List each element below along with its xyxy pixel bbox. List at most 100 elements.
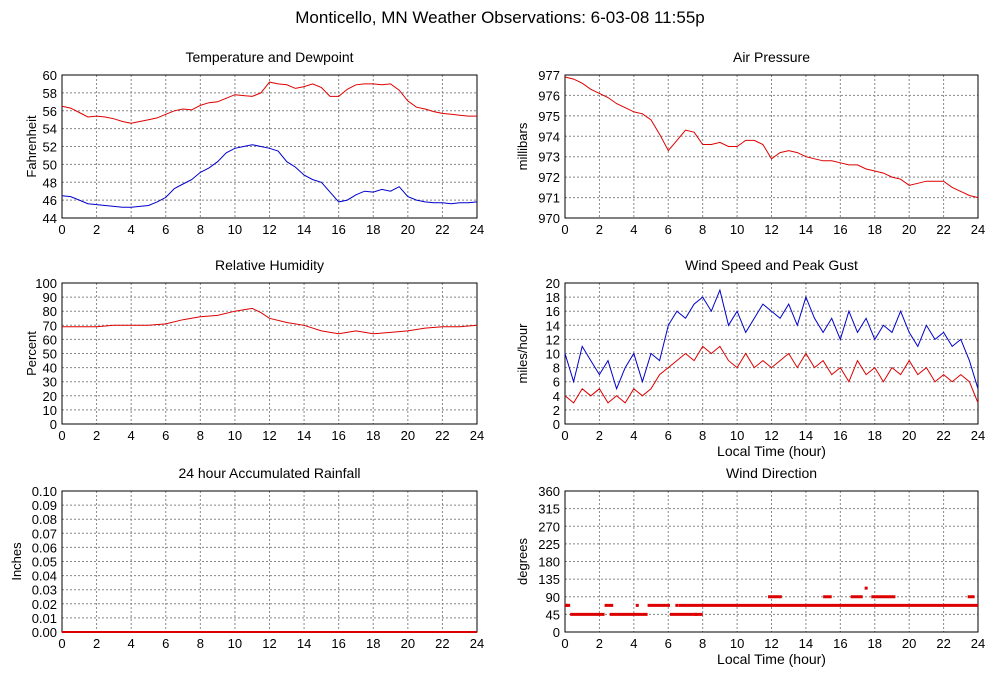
x-tick-label: 14 (799, 222, 813, 237)
x-tick-label: 6 (162, 636, 169, 651)
y-tick-label: 12 (546, 332, 560, 347)
x-tick-label: 24 (971, 636, 985, 651)
y-tick-label: 315 (538, 502, 560, 517)
plot-frame (61, 74, 478, 219)
x-tick-label: 22 (936, 636, 950, 651)
x-tick-label: 4 (630, 636, 637, 651)
direction-point (635, 603, 639, 607)
x-tick-label: 16 (833, 428, 847, 443)
grid-lines (61, 282, 478, 425)
x-tick-label: 20 (902, 222, 916, 237)
y-tick-label: 974 (538, 129, 560, 144)
grid-lines (61, 74, 478, 219)
x-tick-label: 16 (833, 636, 847, 651)
x-tick-label: 24 (971, 222, 985, 237)
y-tick-label: 52 (43, 140, 57, 155)
plot-frame (564, 490, 979, 633)
x-tick-label: 24 (470, 222, 484, 237)
y-tick-label: 0.01 (32, 611, 57, 626)
x-tick-label: 20 (902, 636, 916, 651)
x-axis-label: Local Time (hour) (717, 443, 826, 459)
y-tick-label: 2 (553, 403, 560, 418)
y-tick-label: 48 (43, 175, 57, 190)
y-tick-label: 972 (538, 170, 560, 185)
y-tick-label: 20 (43, 389, 57, 404)
direction-point (694, 612, 698, 616)
x-tick-label: 18 (366, 636, 380, 651)
y-tick-label: 90 (43, 290, 57, 305)
y-tick-label: 45 (546, 607, 560, 622)
series-line-0 (564, 76, 979, 199)
y-tick-label: 60 (43, 332, 57, 347)
x-tick-label: 0 (561, 636, 568, 651)
chart-title: Temperature and Dewpoint (185, 49, 353, 65)
y-tick-label: 8 (553, 361, 560, 376)
y-axis-label: millibars (515, 122, 530, 170)
y-tick-label: 50 (43, 347, 57, 362)
series-line-1 (61, 144, 478, 208)
y-tick-label: 970 (538, 211, 560, 226)
x-tick-label: 10 (228, 222, 242, 237)
chart-title: 24 hour Accumulated Rainfall (178, 465, 360, 481)
y-tick-label: 4 (553, 389, 560, 404)
x-tick-label: 12 (262, 636, 276, 651)
x-tick-label: 10 (228, 428, 242, 443)
x-tick-label: 6 (162, 428, 169, 443)
x-tick-label: 14 (799, 636, 813, 651)
series-line-1 (564, 345, 979, 404)
y-tick-label: 40 (43, 361, 57, 376)
y-tick-label: 16 (546, 304, 560, 319)
x-tick-label: 18 (868, 428, 882, 443)
y-tick-label: 360 (538, 484, 560, 499)
x-tick-label: 0 (561, 222, 568, 237)
x-tick-label: 22 (435, 222, 449, 237)
y-tick-label: 58 (43, 86, 57, 101)
y-tick-label: 0 (553, 417, 560, 432)
y-axis-label: Inches (9, 542, 24, 581)
y-tick-label: 54 (43, 122, 57, 137)
y-tick-label: 50 (43, 157, 57, 172)
y-tick-label: 0 (553, 625, 560, 640)
x-tick-label: 2 (93, 636, 100, 651)
y-tick-label: 135 (538, 572, 560, 587)
y-tick-label: 971 (538, 191, 560, 206)
y-axis-label: degrees (515, 538, 530, 585)
x-tick-label: 24 (470, 428, 484, 443)
y-tick-label: 90 (546, 590, 560, 605)
y-tick-label: 0.05 (32, 555, 57, 570)
x-tick-label: 6 (162, 222, 169, 237)
y-tick-label: 0.04 (32, 569, 57, 584)
y-tick-label: 270 (538, 519, 560, 534)
y-tick-label: 10 (546, 347, 560, 362)
x-tick-label: 6 (665, 428, 672, 443)
x-tick-label: 12 (262, 428, 276, 443)
plot-frame (61, 282, 478, 425)
y-tick-label: 6 (553, 375, 560, 390)
y-tick-label: 20 (546, 276, 560, 291)
grid-lines (564, 490, 979, 633)
y-axis-label: Percent (24, 331, 39, 376)
y-tick-label: 225 (538, 537, 560, 552)
y-tick-label: 18 (546, 290, 560, 305)
x-axis-label: Local Time (hour) (717, 651, 826, 667)
direction-point (675, 603, 679, 607)
chart-title: Relative Humidity (215, 257, 324, 273)
y-tick-label: 44 (43, 211, 57, 226)
x-tick-label: 20 (401, 222, 415, 237)
x-tick-label: 4 (128, 428, 135, 443)
y-tick-label: 70 (43, 318, 57, 333)
chart-title: Air Pressure (733, 49, 810, 65)
x-tick-label: 22 (435, 636, 449, 651)
x-tick-label: 2 (596, 222, 603, 237)
x-tick-label: 10 (730, 428, 744, 443)
x-tick-label: 8 (197, 222, 204, 237)
direction-point (864, 586, 868, 590)
x-tick-label: 20 (401, 428, 415, 443)
x-tick-label: 16 (331, 222, 345, 237)
y-tick-label: 56 (43, 104, 57, 119)
